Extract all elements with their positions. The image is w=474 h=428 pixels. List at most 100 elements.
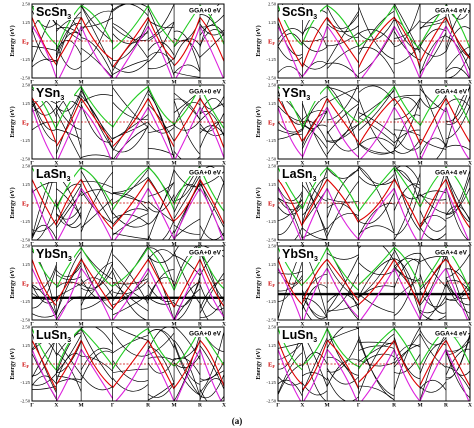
fermi-level-label: EF xyxy=(22,120,29,128)
band-line xyxy=(419,379,447,391)
red-band xyxy=(55,98,82,147)
band-line xyxy=(112,212,149,228)
band-line xyxy=(56,192,82,228)
band-line xyxy=(199,33,224,58)
magenta-band xyxy=(420,187,447,240)
k-point-label: X xyxy=(468,161,472,167)
y-tick-label: 2.50 xyxy=(22,83,31,88)
band-line xyxy=(199,388,224,401)
green-band xyxy=(393,167,421,207)
band-line xyxy=(80,90,113,140)
compound-label-bg xyxy=(280,5,320,20)
k-point-label: M xyxy=(325,403,331,409)
k-point-label: Γ xyxy=(276,80,280,86)
green-band xyxy=(393,86,421,126)
magenta-band xyxy=(326,106,359,158)
band-line xyxy=(147,181,175,240)
k-point-label: X xyxy=(222,161,226,167)
k-point-label: M xyxy=(171,322,177,328)
compound-label-bg xyxy=(34,167,74,182)
red-band xyxy=(147,17,175,61)
band-line xyxy=(358,385,395,401)
y-tick-label: 2.50 xyxy=(268,83,277,88)
green-band xyxy=(112,328,149,370)
compound-label-bg xyxy=(34,247,74,262)
k-point-label: M xyxy=(79,80,85,86)
green-band xyxy=(55,5,82,50)
method-label-bg xyxy=(432,6,468,14)
green-band xyxy=(80,167,114,207)
k-point-label: M xyxy=(79,161,85,167)
band-line xyxy=(173,218,201,239)
band-lines xyxy=(32,246,224,320)
band-line xyxy=(302,184,328,240)
magenta-band xyxy=(57,106,82,159)
fermi-level-label: EF xyxy=(22,362,29,370)
y-tick-label: 1.25 xyxy=(268,20,277,25)
red-band xyxy=(278,98,303,142)
compound-label: LaSn3 xyxy=(282,167,317,183)
green-band xyxy=(80,247,113,288)
red-band xyxy=(358,179,395,222)
band-line xyxy=(112,368,149,374)
band-line xyxy=(445,253,470,279)
green-band xyxy=(302,247,328,285)
band-line xyxy=(394,98,421,150)
k-point-label: X xyxy=(300,80,304,86)
magenta-band xyxy=(301,106,328,158)
band-line xyxy=(445,144,470,151)
compound-label: YbSn3 xyxy=(282,247,318,263)
band-line xyxy=(327,87,359,103)
magenta-band xyxy=(199,25,224,78)
band-line xyxy=(445,172,470,223)
k-point-label: Γ xyxy=(111,322,115,328)
magenta-band xyxy=(113,187,149,240)
band-line xyxy=(302,112,328,146)
compound-label-bg xyxy=(280,247,320,262)
red-band xyxy=(445,179,470,229)
red-band xyxy=(358,97,395,146)
red-band xyxy=(301,16,328,68)
band-line xyxy=(56,17,82,32)
red-band xyxy=(80,97,114,144)
band-lines xyxy=(278,327,470,401)
band-line xyxy=(278,46,303,62)
band-line xyxy=(302,120,328,143)
band-line xyxy=(419,95,447,109)
band-line xyxy=(419,295,447,314)
compound-label-bg xyxy=(34,328,74,343)
band-line xyxy=(302,227,328,240)
band-line xyxy=(199,112,224,132)
band-line xyxy=(173,175,201,219)
band-line xyxy=(358,359,395,367)
y-tick-label: 2.50 xyxy=(268,244,277,249)
k-point-label: Γ xyxy=(111,161,115,167)
band-line xyxy=(419,210,447,232)
band-line xyxy=(278,226,303,240)
band-line xyxy=(147,269,175,301)
band-line xyxy=(173,333,201,401)
band-line xyxy=(394,166,421,190)
magenta-band xyxy=(199,106,224,159)
band-panel-scsn-gga4: ScSn3 GGA+4 eV 2.50 1.25 -1.25 -2.50 EF Energy … xyxy=(255,2,472,86)
band-line xyxy=(419,45,447,57)
red-band xyxy=(55,17,82,63)
k-point-label: X xyxy=(54,80,58,86)
band-line xyxy=(302,296,328,318)
band-line xyxy=(112,360,149,382)
band-line xyxy=(419,252,447,288)
band-line xyxy=(80,94,113,104)
band-line xyxy=(112,60,149,73)
band-line xyxy=(32,99,57,143)
red-band xyxy=(173,179,201,222)
band-line xyxy=(302,103,328,158)
magenta-band xyxy=(359,267,395,320)
red-band xyxy=(32,179,57,226)
band-line xyxy=(393,139,421,154)
green-band xyxy=(326,247,359,291)
red-band xyxy=(32,340,57,391)
green-band xyxy=(358,247,395,286)
k-point-label: M xyxy=(171,403,177,409)
band-line xyxy=(112,246,149,302)
band-line xyxy=(326,213,359,230)
